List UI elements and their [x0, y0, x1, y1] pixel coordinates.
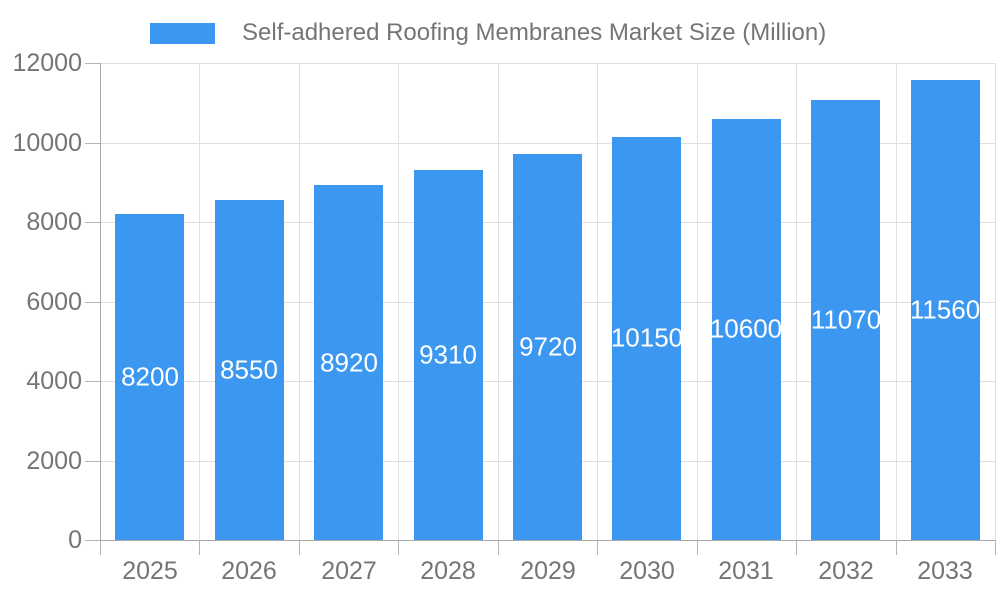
bar[interactable]: [811, 100, 880, 540]
x-tick: [697, 540, 698, 555]
bar-value-label: 9310: [419, 339, 477, 370]
x-tick-label: 2025: [122, 557, 178, 585]
x-tick: [796, 540, 797, 555]
x-tick: [896, 540, 897, 555]
x-tick: [995, 540, 996, 555]
x-tick: [398, 540, 399, 555]
v-gridline: [995, 63, 996, 540]
v-gridline: [697, 63, 698, 540]
y-tick: [85, 381, 100, 382]
v-gridline: [597, 63, 598, 540]
bar-value-label: 8200: [121, 361, 179, 392]
v-gridline: [199, 63, 200, 540]
x-axis-line: [85, 540, 995, 541]
x-tick: [100, 540, 101, 555]
y-tick-label: 2000: [26, 447, 82, 475]
x-tick-label: 2028: [420, 557, 476, 585]
bar-value-label: 11560: [909, 294, 981, 325]
y-tick-label: 4000: [26, 367, 82, 395]
x-tick-label: 2027: [321, 557, 377, 585]
x-tick-label: 2032: [818, 557, 874, 585]
bar[interactable]: [115, 214, 184, 540]
v-gridline: [796, 63, 797, 540]
y-tick-label: 10000: [12, 129, 82, 157]
y-axis-line: [100, 63, 101, 555]
bar[interactable]: [314, 185, 383, 540]
bar[interactable]: [215, 200, 284, 540]
v-gridline: [299, 63, 300, 540]
bar-value-label: 9720: [519, 331, 577, 362]
y-tick: [85, 461, 100, 462]
y-tick-label: 6000: [26, 288, 82, 316]
v-gridline: [498, 63, 499, 540]
y-tick: [85, 302, 100, 303]
bar[interactable]: [712, 119, 781, 540]
bar-value-label: 8920: [320, 347, 378, 378]
x-tick: [299, 540, 300, 555]
y-tick-label: 0: [68, 526, 82, 554]
y-tick: [85, 222, 100, 223]
h-gridline: [100, 63, 995, 64]
x-tick: [597, 540, 598, 555]
x-tick-label: 2030: [619, 557, 675, 585]
x-tick-label: 2029: [520, 557, 576, 585]
y-tick-label: 8000: [26, 208, 82, 236]
bar-value-label: 10600: [709, 313, 783, 344]
bar-value-label: 8550: [220, 354, 278, 385]
x-tick-label: 2031: [718, 557, 774, 585]
bar[interactable]: [612, 137, 681, 540]
y-tick: [85, 540, 100, 541]
x-tick: [498, 540, 499, 555]
y-tick-label: 12000: [12, 49, 82, 77]
x-tick: [199, 540, 200, 555]
legend[interactable]: Self-adhered Roofing Membranes Market Si…: [150, 19, 827, 46]
y-tick: [85, 63, 100, 64]
bar[interactable]: [911, 80, 980, 540]
v-gridline: [896, 63, 897, 540]
bar-value-label: 10150: [610, 322, 684, 353]
x-tick-label: 2033: [917, 557, 973, 585]
v-gridline: [398, 63, 399, 540]
x-tick-label: 2026: [221, 557, 277, 585]
legend-label: Self-adhered Roofing Membranes Market Si…: [242, 19, 827, 46]
bar-value-label: 11070: [810, 304, 882, 335]
h-gridline: [100, 143, 995, 144]
bar[interactable]: [414, 170, 483, 540]
y-tick: [85, 143, 100, 144]
legend-swatch: [150, 22, 215, 44]
bar[interactable]: [513, 154, 582, 540]
